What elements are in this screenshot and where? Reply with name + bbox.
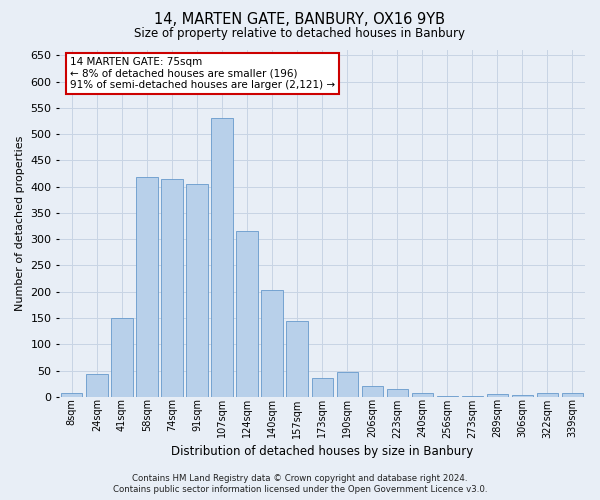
Bar xyxy=(437,396,458,397)
Y-axis label: Number of detached properties: Number of detached properties xyxy=(15,136,25,311)
Bar xyxy=(61,392,82,397)
Bar xyxy=(562,392,583,397)
Bar xyxy=(537,392,558,397)
Text: Contains HM Land Registry data © Crown copyright and database right 2024.
Contai: Contains HM Land Registry data © Crown c… xyxy=(113,474,487,494)
Bar xyxy=(236,232,258,397)
Bar xyxy=(262,290,283,397)
Bar xyxy=(86,374,107,397)
Bar xyxy=(462,396,483,397)
Bar xyxy=(386,390,408,397)
Bar xyxy=(136,177,158,397)
Bar xyxy=(362,386,383,397)
Bar xyxy=(286,320,308,397)
Bar xyxy=(211,118,233,397)
Bar xyxy=(337,372,358,397)
Bar xyxy=(111,318,133,397)
Text: 14 MARTEN GATE: 75sqm
← 8% of detached houses are smaller (196)
91% of semi-deta: 14 MARTEN GATE: 75sqm ← 8% of detached h… xyxy=(70,57,335,90)
X-axis label: Distribution of detached houses by size in Banbury: Distribution of detached houses by size … xyxy=(171,444,473,458)
Bar xyxy=(311,378,333,397)
Bar xyxy=(187,184,208,397)
Text: 14, MARTEN GATE, BANBURY, OX16 9YB: 14, MARTEN GATE, BANBURY, OX16 9YB xyxy=(155,12,445,28)
Text: Size of property relative to detached houses in Banbury: Size of property relative to detached ho… xyxy=(134,28,466,40)
Bar xyxy=(412,392,433,397)
Bar xyxy=(512,395,533,397)
Bar xyxy=(487,394,508,397)
Bar xyxy=(161,178,182,397)
